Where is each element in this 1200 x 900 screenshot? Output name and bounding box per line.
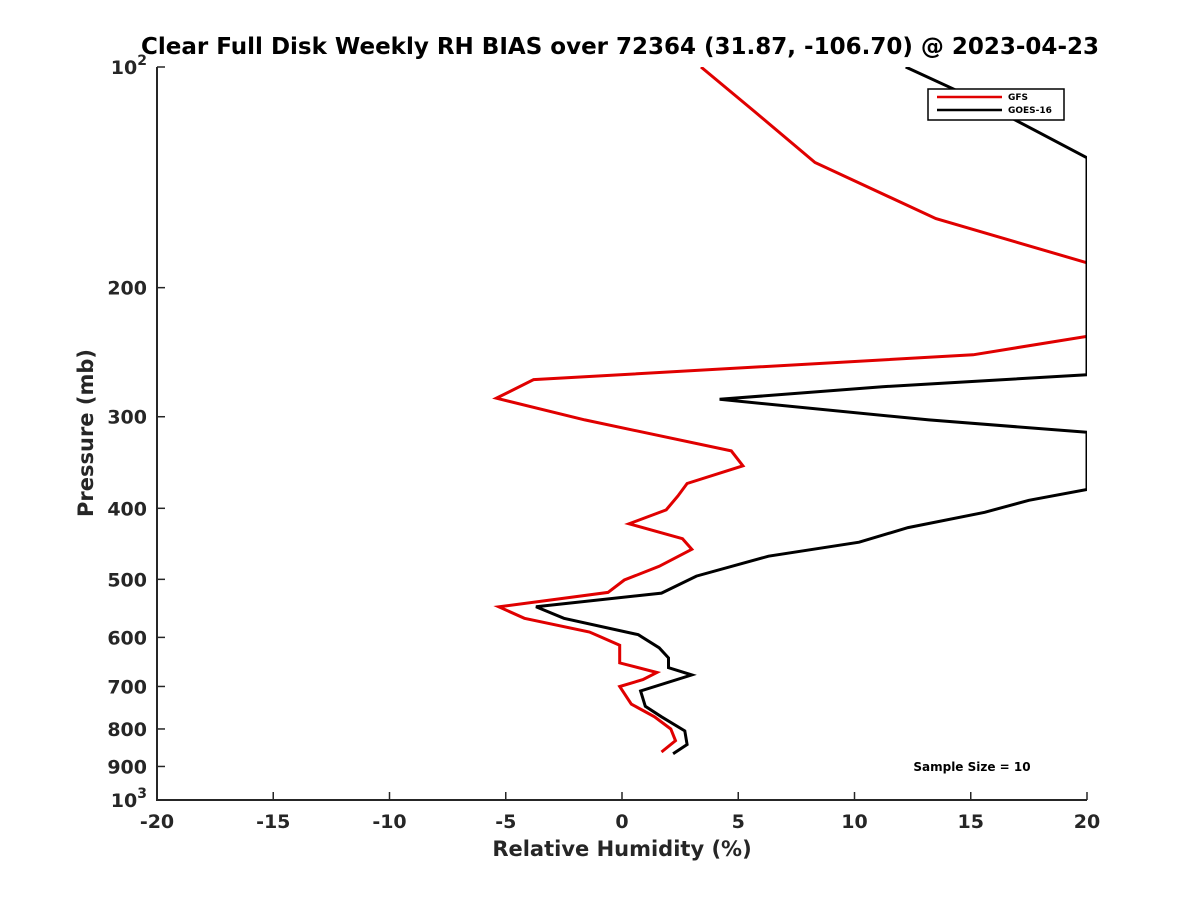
- legend-label-gfs: GFS: [1008, 93, 1028, 103]
- y-tick-label: 700: [107, 676, 147, 698]
- y-tick-label-base: 700: [107, 676, 147, 698]
- legend-label-goes16: GOES-16: [1008, 106, 1052, 116]
- chart-title: Clear Full Disk Weekly RH BIAS over 7236…: [141, 34, 1099, 60]
- y-tick-label: 102: [111, 53, 147, 79]
- x-tick-label: 20: [1074, 811, 1100, 833]
- y-tick-label-exponent: 2: [137, 53, 147, 69]
- y-tick-label-base: 400: [107, 498, 147, 520]
- y-tick-label: 800: [107, 719, 147, 741]
- series-layer: [492, 67, 1087, 756]
- y-tick-label: 300: [107, 407, 147, 429]
- y-tick-label-base: 900: [107, 756, 147, 778]
- x-axis: -20 -15 -10 -5 0 5 10 15 20: [140, 792, 1100, 833]
- x-tick-label: -5: [495, 811, 516, 833]
- y-tick-label-exponent: 3: [137, 786, 147, 802]
- y-tick-label: 200: [107, 278, 147, 300]
- y-tick-label-base: 10: [111, 790, 137, 812]
- y-tick-label-base: 500: [107, 569, 147, 591]
- y-tick-label: 103: [111, 786, 147, 812]
- x-tick-label: 10: [841, 811, 867, 833]
- sample-size-annotation: Sample Size = 10: [913, 760, 1030, 774]
- x-tick-label: 15: [958, 811, 984, 833]
- legend-box: [927, 88, 1065, 121]
- x-axis-label: Relative Humidity (%): [492, 837, 751, 861]
- y-tick-label: 900: [107, 756, 147, 778]
- y-axis-label: Pressure (mb): [74, 349, 98, 517]
- y-tick-label: 500: [107, 569, 147, 591]
- legend: GFS GOES-16: [927, 88, 1065, 121]
- y-tick-label-base: 300: [107, 407, 147, 429]
- y-tick-label-base: 600: [107, 627, 147, 649]
- y-tick-label-base: 800: [107, 719, 147, 741]
- y-tick-label-base: 10: [111, 57, 137, 79]
- series-line-goes16: [535, 67, 1087, 756]
- series-line-gfs: [492, 67, 1087, 754]
- y-tick-label: 400: [107, 498, 147, 520]
- y-tick-label-base: 200: [107, 278, 147, 300]
- x-tick-label: -15: [256, 811, 290, 833]
- x-tick-label: -20: [140, 811, 174, 833]
- x-tick-label: 5: [732, 811, 745, 833]
- x-tick-label: 0: [615, 811, 628, 833]
- y-tick-label: 600: [107, 627, 147, 649]
- x-tick-label: -10: [372, 811, 406, 833]
